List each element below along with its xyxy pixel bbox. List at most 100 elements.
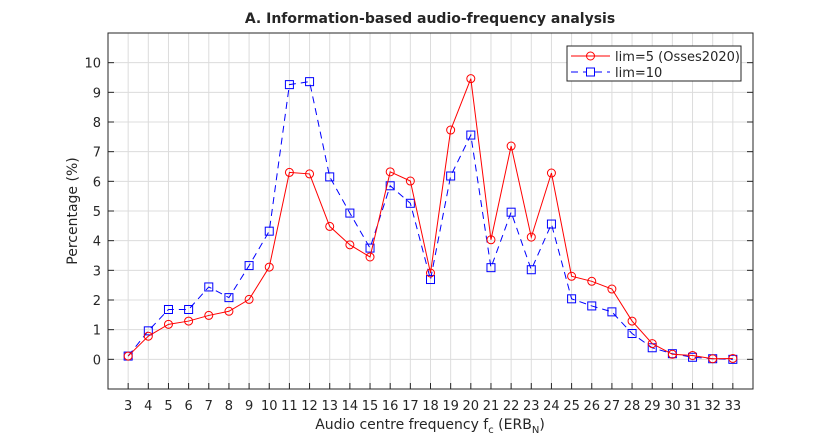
x-tick-label: 26 <box>583 399 600 414</box>
y-tick-label: 0 <box>93 353 101 368</box>
x-tick-label: 31 <box>684 399 701 414</box>
legend-entry-lim10: lim=10 <box>571 66 662 81</box>
data-point-square <box>284 80 294 90</box>
legend-box <box>566 45 742 82</box>
data-point-square <box>244 261 254 271</box>
legend-marker-circle <box>586 51 595 61</box>
data-point-circle <box>587 276 597 286</box>
data-point-square <box>506 207 516 217</box>
y-tick-label: 8 <box>93 116 101 131</box>
data-point-square <box>546 219 556 229</box>
x-tick-label: 30 <box>664 399 681 414</box>
data-point-circle <box>688 350 698 360</box>
x-axis-label-main: Audio centre frequency f <box>315 417 489 433</box>
legend-entry-lim5: lim=5 (Osses2020) <box>571 50 740 65</box>
data-point-square <box>405 198 415 208</box>
data-point-square <box>466 130 476 140</box>
x-tick-label: 33 <box>725 399 742 414</box>
x-tick-label: 21 <box>483 399 500 414</box>
data-point-circle <box>607 284 617 294</box>
x-tick-label: 6 <box>184 399 192 414</box>
data-point-circle <box>526 232 536 242</box>
data-point-square <box>446 171 456 181</box>
y-tick-label: 5 <box>93 205 101 220</box>
data-point-circle <box>143 331 153 341</box>
data-point-square <box>385 181 395 191</box>
x-tick-label: 3 <box>124 399 132 414</box>
data-point-square <box>587 301 597 311</box>
x-tick-label: 7 <box>205 399 213 414</box>
data-point-square <box>526 265 536 275</box>
x-axis-label-unit-close: ) <box>539 417 544 433</box>
data-point-square <box>143 326 153 336</box>
data-point-circle <box>567 271 577 281</box>
data-point-circle <box>284 167 294 177</box>
legend-marker-square <box>586 67 595 77</box>
data-point-square <box>365 243 375 253</box>
x-tick-label: 16 <box>382 399 399 414</box>
x-tick-label: 14 <box>342 399 359 414</box>
data-point-circle <box>446 125 456 135</box>
data-point-circle <box>385 167 395 177</box>
x-tick-label: 13 <box>321 399 338 414</box>
data-point-circle <box>627 316 637 326</box>
data-point-square <box>325 172 335 182</box>
y-tick-label: 1 <box>93 324 101 339</box>
data-point-circle <box>728 353 738 363</box>
x-tick-label: 19 <box>442 399 459 414</box>
x-tick-label: 28 <box>624 399 641 414</box>
x-tick-label: 11 <box>281 399 298 414</box>
data-point-square <box>426 275 435 285</box>
data-point-square <box>163 304 173 314</box>
series-lim-5-osses2020- <box>123 74 738 364</box>
series-line <box>127 78 733 360</box>
data-point-square <box>204 282 214 292</box>
data-point-square <box>607 307 617 317</box>
data-point-circle <box>647 339 657 349</box>
x-tick-label: 27 <box>604 399 621 414</box>
x-axis-label-unit-sub: N <box>532 425 539 436</box>
x-axis-label: Audio centre frequency fc (ERBN) <box>315 417 545 436</box>
data-point-circle <box>123 351 133 361</box>
data-point-square <box>305 77 315 87</box>
data-point-circle <box>244 294 254 304</box>
x-tick-label: 5 <box>164 399 172 414</box>
data-point-circle <box>546 168 556 178</box>
grid <box>108 33 753 389</box>
series-line <box>127 81 733 360</box>
data-point-circle <box>305 169 315 179</box>
data-point-circle <box>708 354 718 364</box>
data-point-circle <box>184 316 194 326</box>
y-tick-label: 4 <box>93 235 101 250</box>
ticks: 3 4 5 6 7 8 9 10 11 12 13 14 15 16 17 18 19 20 21 22 23 24 25 2… <box>84 57 753 414</box>
y-tick-label: 6 <box>93 175 101 190</box>
y-tick-label: 10 <box>84 57 101 72</box>
x-axis-label-unit: (ERB <box>494 417 532 433</box>
x-tick-label: 25 <box>563 399 580 414</box>
y-axis-label: Percentage (%) <box>65 157 81 264</box>
x-tick-label: 12 <box>301 399 318 414</box>
x-tick-label: 24 <box>543 399 560 414</box>
chart-title: A. Information-based audio-frequency ana… <box>245 11 615 27</box>
x-tick-label: 20 <box>463 399 480 414</box>
y-tick-label: 2 <box>93 294 101 309</box>
data-point-circle <box>345 240 355 250</box>
x-tick-label: 4 <box>144 399 152 414</box>
data-point-circle <box>264 262 274 272</box>
data-point-circle <box>426 268 435 278</box>
legend-label-lim10: lim=10 <box>615 66 662 81</box>
data-point-circle <box>325 221 335 231</box>
data-point-circle <box>405 176 415 186</box>
x-tick-label: 8 <box>225 399 233 414</box>
data-point-circle <box>204 310 214 320</box>
series-layer <box>123 74 738 364</box>
y-tick-label: 7 <box>93 146 101 161</box>
data-point-square <box>264 226 274 236</box>
x-tick-label: 15 <box>362 399 379 414</box>
y-tick-label: 9 <box>93 86 101 101</box>
data-point-square <box>486 263 496 273</box>
x-tick-label: 23 <box>523 399 540 414</box>
x-tick-label: 22 <box>503 399 520 414</box>
legend: lim=5 (Osses2020) lim=10 <box>566 45 742 82</box>
